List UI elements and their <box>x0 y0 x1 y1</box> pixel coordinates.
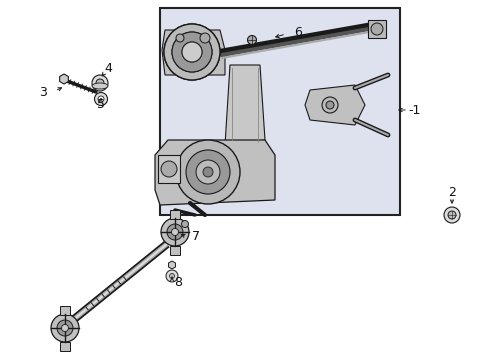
Bar <box>158 155 180 183</box>
Polygon shape <box>169 261 175 269</box>
Circle shape <box>172 32 212 72</box>
Circle shape <box>98 96 104 102</box>
Circle shape <box>176 34 184 42</box>
Circle shape <box>164 24 220 80</box>
Circle shape <box>203 167 213 177</box>
Circle shape <box>161 218 189 246</box>
Circle shape <box>186 150 230 194</box>
Circle shape <box>164 24 220 80</box>
Circle shape <box>96 79 104 87</box>
Text: 5: 5 <box>97 99 105 112</box>
Circle shape <box>57 320 73 336</box>
Circle shape <box>182 42 202 62</box>
Bar <box>160 8 400 215</box>
Polygon shape <box>162 30 225 75</box>
Bar <box>60 306 70 315</box>
Bar <box>170 210 180 219</box>
Text: 8: 8 <box>174 276 182 289</box>
Text: 3: 3 <box>39 85 47 99</box>
Circle shape <box>371 23 383 35</box>
Circle shape <box>172 229 178 235</box>
Polygon shape <box>225 65 265 145</box>
Bar <box>170 246 180 255</box>
Bar <box>60 342 70 351</box>
Circle shape <box>322 97 338 113</box>
Text: 7: 7 <box>192 230 200 243</box>
Circle shape <box>161 161 177 177</box>
Polygon shape <box>305 85 365 125</box>
Circle shape <box>170 274 174 279</box>
Circle shape <box>51 314 79 342</box>
Text: 2: 2 <box>448 186 456 199</box>
Circle shape <box>448 211 456 219</box>
Circle shape <box>182 42 202 62</box>
Circle shape <box>326 101 334 109</box>
Circle shape <box>247 36 256 45</box>
Circle shape <box>176 140 240 204</box>
Circle shape <box>172 32 212 72</box>
Circle shape <box>95 93 107 105</box>
Text: 4: 4 <box>104 62 112 75</box>
Text: -1: -1 <box>409 104 421 117</box>
Circle shape <box>444 207 460 223</box>
Polygon shape <box>155 140 275 205</box>
Circle shape <box>62 324 69 332</box>
Circle shape <box>167 224 183 240</box>
Circle shape <box>196 160 220 184</box>
Text: 6: 6 <box>294 26 302 39</box>
Circle shape <box>181 220 189 228</box>
Ellipse shape <box>92 83 108 89</box>
Circle shape <box>92 75 108 91</box>
Circle shape <box>200 33 210 43</box>
Polygon shape <box>60 74 68 84</box>
Circle shape <box>166 270 178 282</box>
Bar <box>368 20 386 38</box>
